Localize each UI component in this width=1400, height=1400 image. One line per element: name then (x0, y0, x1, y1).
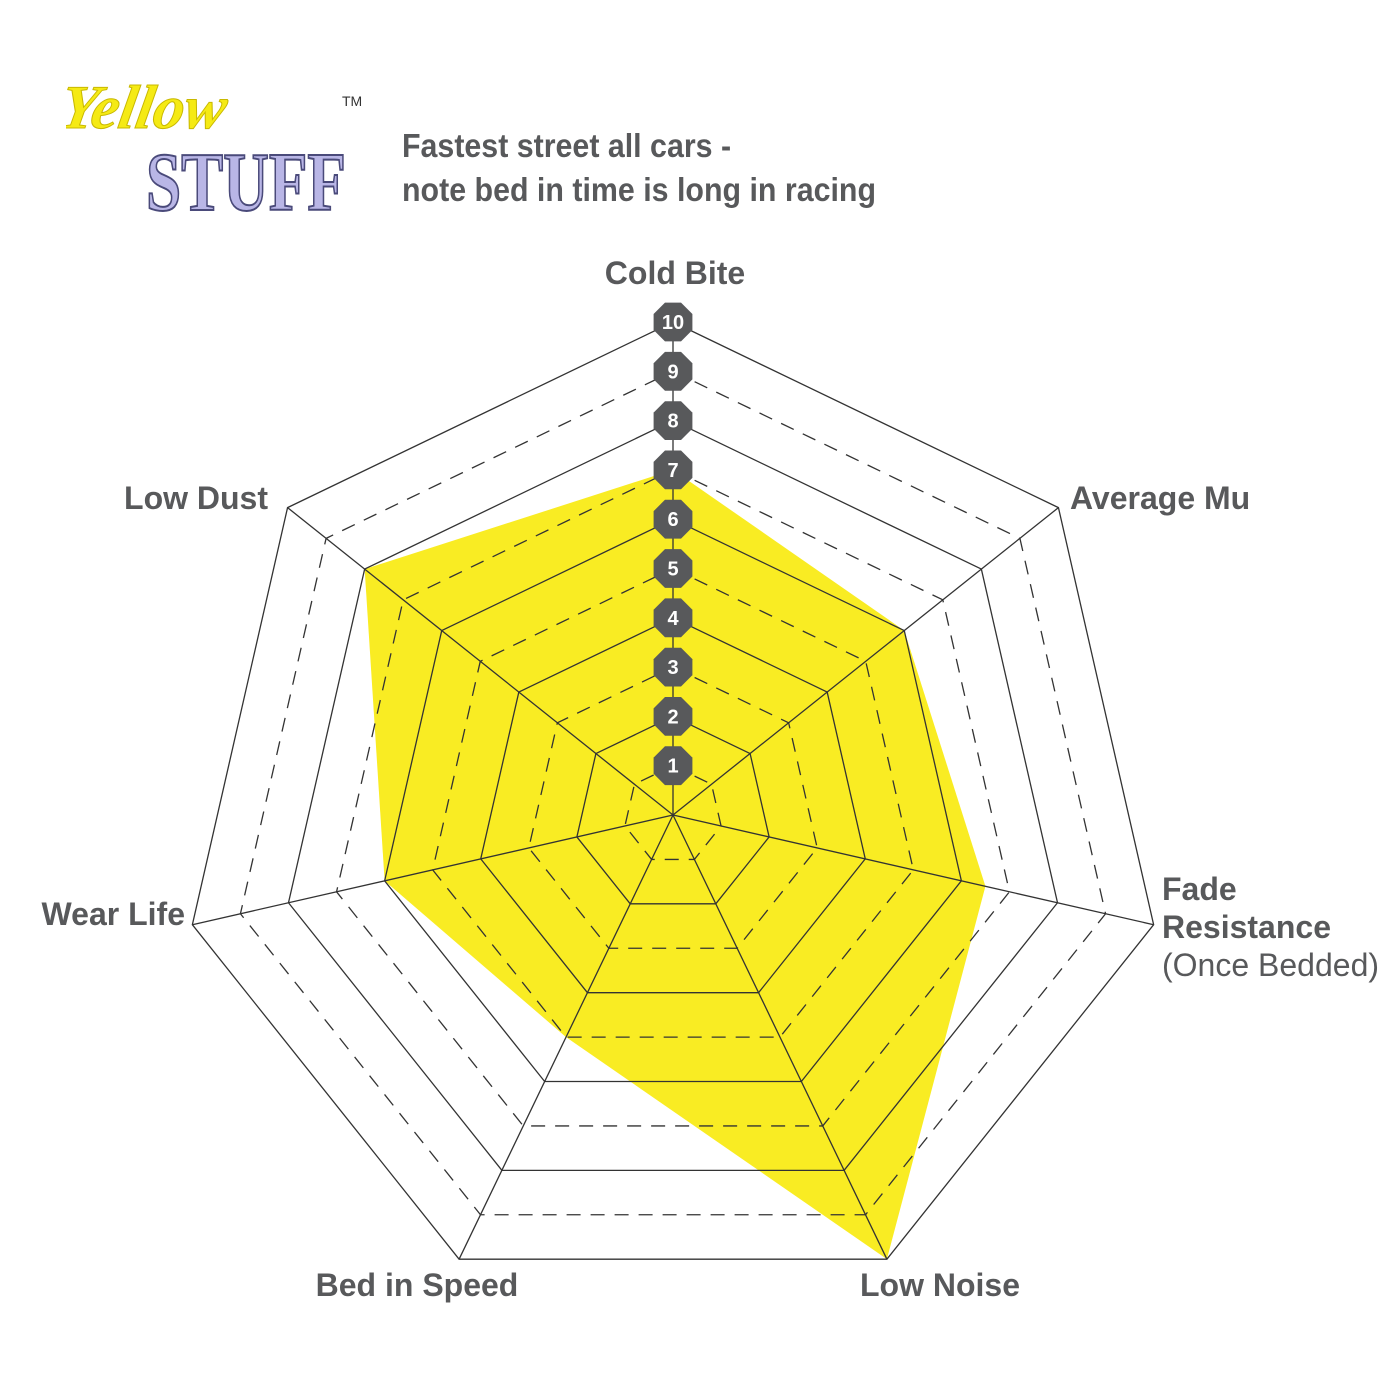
scale-label: 1 (667, 756, 678, 778)
svg-text:STUFF: STUFF (146, 136, 346, 220)
svg-text:TM: TM (342, 93, 362, 109)
scale-badge (653, 401, 693, 441)
axis-label: Low Noise (860, 1267, 1020, 1303)
scale-label: 10 (662, 312, 684, 334)
svg-text:Yellow: Yellow (66, 72, 233, 141)
grid-ring-1 (624, 764, 722, 861)
scale-label: 4 (667, 608, 679, 630)
scale-badge (653, 351, 693, 391)
axis-spoke (672, 814, 888, 1260)
scale-badge (653, 499, 693, 539)
scale-label: 9 (667, 361, 678, 383)
scale-badge (653, 450, 693, 490)
scale-label: 2 (667, 706, 678, 728)
axis-label: Cold Bite (605, 255, 745, 291)
scale-label: 3 (667, 657, 678, 679)
axis-label: Average Mu (1070, 480, 1250, 516)
axis-spoke (458, 814, 674, 1260)
scale-label: 8 (667, 411, 678, 433)
yellow-stuff-logo: Yellow STUFF TM (66, 72, 362, 220)
axis-label: Fade (1162, 871, 1237, 907)
scale-badge (653, 598, 693, 638)
grid-ring-10 (191, 321, 1155, 1260)
axis-spoke (672, 814, 1154, 926)
grid-ring-9 (239, 370, 1107, 1216)
axis-label: Wear Life (42, 896, 185, 932)
scale-badge (653, 746, 693, 786)
axis-label: Resistance (1162, 909, 1331, 945)
grid-ring-8 (287, 419, 1059, 1171)
grid-ring-5 (431, 567, 915, 1038)
grid-ring-3 (528, 666, 818, 949)
grid-ring-4 (480, 617, 866, 994)
scale-badge (653, 647, 693, 687)
axis-label: (Once Bedded) (1162, 947, 1379, 983)
chart-title: Fastest street all cars - note bed in ti… (402, 124, 876, 212)
data-area (364, 469, 986, 1260)
axis-label: Low Dust (124, 480, 268, 516)
axis-spoke (192, 814, 674, 926)
axis-spoke (672, 507, 1059, 816)
title-line-2: note bed in time is long in racing (402, 171, 877, 208)
axis-spoke (287, 507, 674, 816)
title-line-1: Fastest street all cars - (402, 127, 732, 164)
grid-ring-2 (576, 715, 770, 905)
scale-badge (653, 302, 693, 342)
scale-label: 7 (667, 460, 678, 482)
scale-label: 5 (667, 559, 678, 581)
axis-label: Bed in Speed (316, 1267, 519, 1303)
scale-badge (653, 696, 693, 736)
grid-ring-7 (335, 469, 1011, 1127)
scale-badge (653, 549, 693, 588)
grid-ring-6 (383, 518, 963, 1083)
scale-label: 6 (667, 509, 678, 531)
